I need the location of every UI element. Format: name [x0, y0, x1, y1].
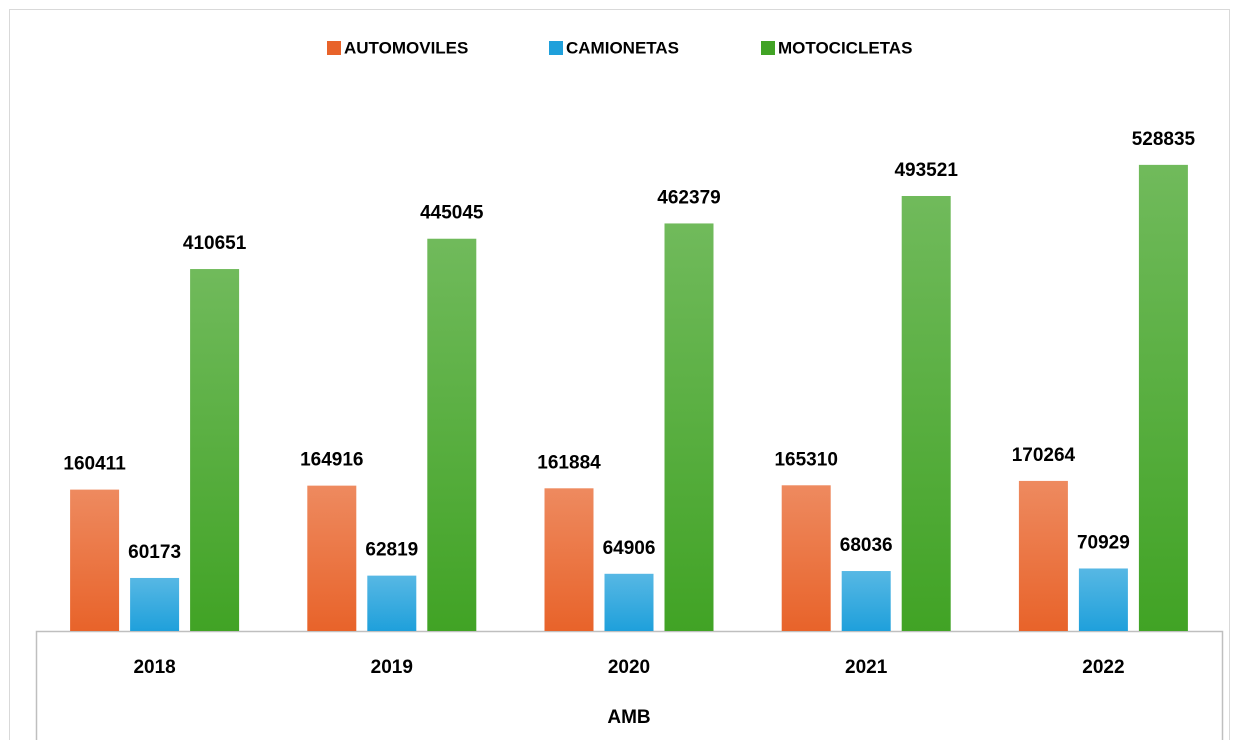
x-tick-label: 2018	[133, 657, 175, 678]
bar	[901, 195, 951, 631]
legend-swatch	[761, 41, 775, 55]
data-label: 170264	[1012, 445, 1076, 466]
bar	[190, 269, 240, 631]
x-tick-label: 2022	[1082, 657, 1124, 678]
bar	[70, 489, 120, 631]
x-axis-label: AMB	[607, 707, 650, 728]
bar	[1078, 568, 1128, 631]
data-label: 410651	[183, 233, 247, 254]
bar	[130, 577, 180, 631]
bar	[544, 488, 594, 631]
data-label: 68036	[840, 535, 893, 556]
x-tick-label: 2019	[371, 657, 413, 678]
data-label: 462379	[657, 187, 720, 208]
data-label: 161884	[537, 452, 601, 473]
x-tick-label: 2020	[608, 657, 650, 678]
x-tick-label: 2021	[845, 657, 888, 678]
bar	[664, 223, 714, 632]
category-axis-box	[35, 630, 1224, 740]
data-label: 493521	[894, 160, 958, 181]
legend-label: AUTOMOVILES	[344, 38, 468, 57]
data-label: 62819	[365, 540, 418, 561]
data-label: 160411	[63, 454, 126, 475]
data-label: 165310	[774, 449, 837, 470]
bar	[1138, 164, 1188, 631]
data-label: 164916	[300, 450, 363, 471]
data-label: 528835	[1132, 129, 1196, 150]
legend-swatch	[327, 41, 341, 55]
bar	[841, 571, 891, 631]
chart-frame	[9, 9, 1230, 740]
bar	[307, 485, 357, 631]
bar	[1018, 480, 1068, 631]
legend-label: MOTOCICLETAS	[778, 38, 912, 57]
bar	[367, 575, 417, 631]
legend-label: CAMIONETAS	[566, 38, 679, 57]
data-label: 60173	[128, 542, 181, 563]
legend-swatch	[549, 41, 563, 55]
data-label: 64906	[603, 538, 656, 559]
bar	[604, 573, 654, 631]
data-label: 445045	[420, 203, 484, 224]
bar	[427, 238, 477, 632]
bar	[781, 485, 831, 631]
data-label: 70929	[1077, 532, 1130, 553]
